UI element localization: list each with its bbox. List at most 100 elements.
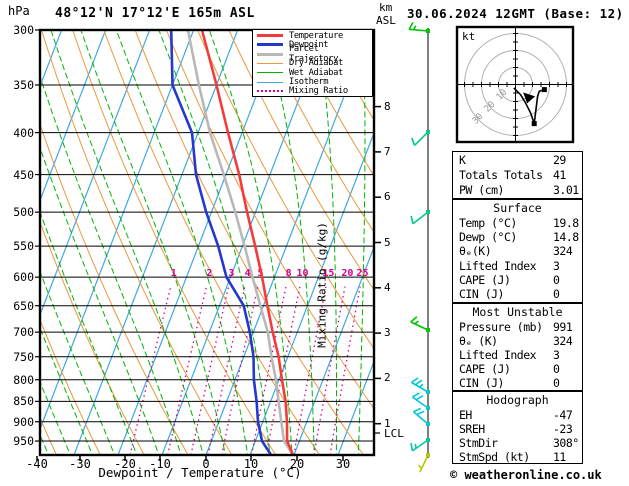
mixing-ratio-value-label: 20 xyxy=(341,268,353,279)
table-row-label: CIN (J) xyxy=(459,286,504,301)
dry-adiabat-line xyxy=(41,125,189,454)
table-row: Totals Totals 41 xyxy=(453,168,582,182)
wind-station-dot xyxy=(426,438,430,442)
indices-table-section: Hodograph EH -47 SREH -23 StmDir 308° StmSpd (k… xyxy=(452,391,583,464)
wind-station-dot xyxy=(426,328,430,332)
dry-adiabat-line xyxy=(41,31,232,454)
table-row: Lifted Index 3 xyxy=(453,348,582,362)
table-row: StmDir 308° xyxy=(453,436,582,450)
km-tick-label: 6 xyxy=(384,190,391,204)
table-row-label: θₑ(K) xyxy=(459,244,492,259)
storm-motion-marker xyxy=(523,92,536,104)
table-row: CIN (J) 0 xyxy=(453,287,582,301)
temp-tick-label: 10 xyxy=(243,457,259,471)
indices-table-section: Surface Temp (°C) 19.8 Dewp (°C) 14.8 θₑ(K) 32… xyxy=(452,199,583,303)
temp-tick-label: 20 xyxy=(289,457,305,471)
lcl-label: LCL xyxy=(384,427,404,440)
pressure-tick-label: 300 xyxy=(13,23,34,37)
km-tick-label: 1 xyxy=(384,416,391,430)
table-row-value: 14.8 xyxy=(553,230,579,245)
dry-adiabat-line xyxy=(259,31,373,232)
table-row: θₑ (K) 324 xyxy=(453,334,582,348)
table-row-value: 991 xyxy=(553,320,573,334)
table-section-title: Hodograph xyxy=(486,393,549,407)
pressure-tick-label: 650 xyxy=(13,298,34,313)
mixing-ratio-line xyxy=(207,286,246,454)
km-axis-asl: ASL xyxy=(376,14,396,27)
legend: Temperature Dewpoint Parcel Trajectory Dry … xyxy=(252,29,373,97)
dewpoint-curve xyxy=(169,31,273,454)
pressure-tick-label: 950 xyxy=(13,434,34,449)
table-row-value: -47 xyxy=(553,408,573,422)
table-row-value: 3.01 xyxy=(553,182,579,197)
table-row: Dewp (°C) 14.8 xyxy=(453,230,582,244)
km-axis-unit: km xyxy=(379,1,393,14)
legend-label: Temperature xyxy=(289,30,343,41)
parcel-trajectory-curve xyxy=(186,31,295,454)
km-tick-label: 3 xyxy=(384,326,391,340)
km-tick-label: 5 xyxy=(384,235,391,249)
km-tick-label: 4 xyxy=(384,280,391,294)
table-row-value: 0 xyxy=(553,376,560,390)
legend-swatch-thin xyxy=(257,62,283,64)
table-row: Pressure (mb) 991 xyxy=(453,320,582,334)
dry-adiabat-line xyxy=(291,31,373,176)
table-row-label: Dewp (°C) xyxy=(459,230,517,245)
wind-station-dot xyxy=(426,453,430,457)
mixing-ratio-line xyxy=(221,286,259,454)
legend-item: Temperature xyxy=(257,30,372,41)
mixing-ratio-value-label: 1 xyxy=(171,268,177,279)
dry-adiabat-line xyxy=(41,321,101,454)
dry-adiabat-line xyxy=(72,31,276,454)
legend-swatch-thin xyxy=(257,72,283,74)
legend-item: Parcel Trajectory xyxy=(257,44,372,64)
mixing-ratio-line xyxy=(313,286,346,454)
wet-adiabat-line xyxy=(50,31,204,454)
table-row: K 29 xyxy=(453,153,582,167)
legend-swatch-thin xyxy=(257,81,283,83)
table-row-label: StmDir xyxy=(459,436,498,450)
wind-station-dot xyxy=(426,130,430,134)
wind-barb xyxy=(412,407,430,426)
wet-adiabat-line xyxy=(41,328,93,454)
temp-tick-label: -40 xyxy=(26,457,48,471)
wind-station-dot xyxy=(426,390,430,394)
isotherm-line xyxy=(293,248,373,454)
wind-station-dot xyxy=(426,422,430,426)
km-tick-label: 2 xyxy=(384,371,391,385)
table-row-value: 324 xyxy=(553,334,573,348)
table-row: CIN (J) 0 xyxy=(453,376,582,390)
wind-barb xyxy=(411,130,430,147)
isotherm-line xyxy=(41,31,106,200)
table-row-value: 0 xyxy=(553,272,560,287)
isotherm-line xyxy=(117,31,282,454)
hodograph-unit-label: kt xyxy=(462,30,476,43)
pressure-tick-label: 600 xyxy=(13,270,34,285)
pressure-tick-label: 750 xyxy=(13,349,34,364)
legend-item: Isotherm xyxy=(257,77,372,87)
mixing-ratio-value-label: 4 xyxy=(245,268,251,279)
indices-table-section: K 29 Totals Totals 41 PW (cm) 3.01 xyxy=(452,151,583,199)
table-row-value: 3 xyxy=(553,258,560,273)
table-row-value: 0 xyxy=(553,286,560,301)
wind-barb xyxy=(411,377,430,394)
mixing-ratio-line xyxy=(190,286,230,454)
wind-barb xyxy=(411,392,430,410)
table-row: PW (cm) 3.01 xyxy=(453,183,582,197)
table-row-label: SREH xyxy=(459,422,485,436)
mixing-ratio-value-label: 2 xyxy=(206,268,212,279)
pressure-tick-label: 850 xyxy=(13,394,34,409)
table-row-value: 308° xyxy=(553,436,579,450)
mixing-ratio-line xyxy=(329,286,361,454)
dry-adiabat-line xyxy=(197,31,373,349)
table-row-value: 19.8 xyxy=(553,216,579,231)
legend-label: Dewpoint xyxy=(289,39,329,50)
pressure-axis-unit: hPa xyxy=(8,4,30,18)
table-row: θₑ(K) 324 xyxy=(453,244,582,258)
wind-station-dot xyxy=(426,29,430,33)
wind-barb xyxy=(410,438,430,452)
mixing-ratio-value-label: 10 xyxy=(296,268,308,279)
table-row-value: 324 xyxy=(553,244,573,259)
table-row-label: CIN (J) xyxy=(459,376,504,390)
legend-swatch-thick xyxy=(257,43,283,47)
